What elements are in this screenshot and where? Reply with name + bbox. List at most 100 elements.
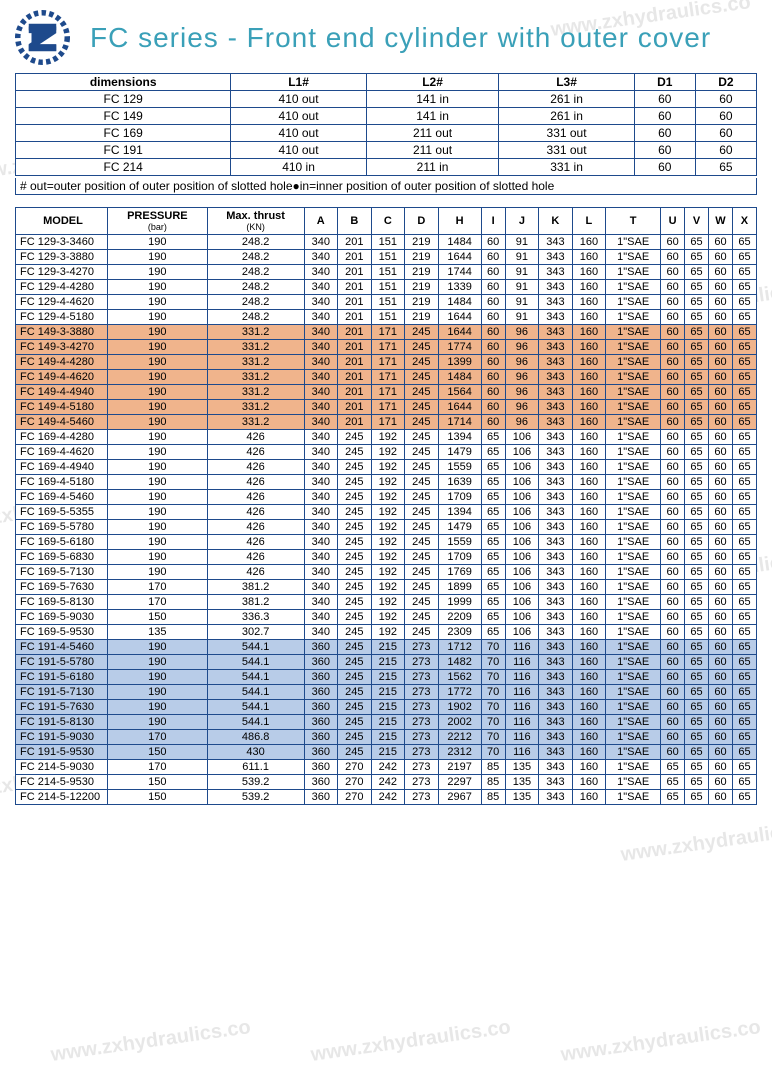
spec-cell: FC 149-3-3880 <box>16 325 108 340</box>
spec-cell: 65 <box>481 550 505 565</box>
spec-row: FC 169-5-8130170381.23402451922451999651… <box>16 595 757 610</box>
spec-cell: 343 <box>539 715 573 730</box>
spec-cell: 106 <box>505 595 539 610</box>
spec-cell: 60 <box>661 400 685 415</box>
table-footnote: # out=outer position of outer position o… <box>15 178 757 195</box>
spec-cell: 60 <box>661 700 685 715</box>
spec-cell: 65 <box>732 310 756 325</box>
spec-cell: 65 <box>732 640 756 655</box>
spec-cell: 160 <box>572 280 606 295</box>
spec-col-header: J <box>505 208 539 235</box>
spec-cell: 245 <box>405 490 439 505</box>
dim-cell: 65 <box>695 159 756 176</box>
spec-cell: FC 129-3-3460 <box>16 235 108 250</box>
spec-cell: 65 <box>732 595 756 610</box>
spec-cell: 192 <box>371 595 405 610</box>
spec-cell: 1714 <box>438 415 481 430</box>
spec-cell: 171 <box>371 415 405 430</box>
spec-cell: FC 169-5-7630 <box>16 580 108 595</box>
spec-cell: 60 <box>661 580 685 595</box>
spec-cell: 190 <box>108 445 208 460</box>
spec-cell: 219 <box>405 235 439 250</box>
dim-cell: 141 in <box>366 91 499 108</box>
spec-cell: 160 <box>572 340 606 355</box>
dim-col-header: dimensions <box>16 74 231 91</box>
spec-cell: 360 <box>304 730 338 745</box>
spec-cell: 65 <box>732 745 756 760</box>
spec-cell: 65 <box>685 685 709 700</box>
spec-row: FC 149-3-4270190331.23402011712451774609… <box>16 340 757 355</box>
spec-cell: 150 <box>108 745 208 760</box>
spec-row: FC 169-5-9530135302.73402451922452309651… <box>16 625 757 640</box>
spec-cell: 340 <box>304 355 338 370</box>
spec-cell: 60 <box>481 265 505 280</box>
spec-cell: 171 <box>371 385 405 400</box>
spec-cell: 343 <box>539 625 573 640</box>
spec-cell: 1"SAE <box>606 475 661 490</box>
spec-cell: FC 191-4-5460 <box>16 640 108 655</box>
spec-cell: 340 <box>304 280 338 295</box>
spec-cell: 273 <box>405 760 439 775</box>
spec-cell: 60 <box>481 325 505 340</box>
spec-cell: 65 <box>732 370 756 385</box>
spec-cell: 60 <box>481 250 505 265</box>
dim-col-header: L2# <box>366 74 499 91</box>
spec-cell: 2309 <box>438 625 481 640</box>
spec-cell: 65 <box>732 715 756 730</box>
spec-cell: 1"SAE <box>606 520 661 535</box>
spec-cell: 1"SAE <box>606 235 661 250</box>
spec-row: FC 129-4-5180190248.23402011512191644609… <box>16 310 757 325</box>
spec-cell: 65 <box>661 790 685 805</box>
spec-cell: 1639 <box>438 475 481 490</box>
spec-col-header: Max. thrust(KN) <box>207 208 304 235</box>
spec-cell: 190 <box>108 505 208 520</box>
spec-cell: FC 149-3-4270 <box>16 340 108 355</box>
spec-cell: 65 <box>732 700 756 715</box>
spec-cell: FC 191-5-9030 <box>16 730 108 745</box>
spec-cell: 192 <box>371 610 405 625</box>
spec-cell: 65 <box>481 610 505 625</box>
spec-cell: 245 <box>405 520 439 535</box>
spec-cell: 343 <box>539 325 573 340</box>
spec-cell: 273 <box>405 745 439 760</box>
spec-cell: 96 <box>505 385 539 400</box>
spec-cell: 70 <box>481 670 505 685</box>
spec-cell: 160 <box>572 250 606 265</box>
spec-cell: 160 <box>572 700 606 715</box>
spec-cell: 245 <box>405 550 439 565</box>
spec-cell: 160 <box>572 430 606 445</box>
spec-cell: 273 <box>405 640 439 655</box>
dim-cell: FC 129 <box>16 91 231 108</box>
spec-cell: 1339 <box>438 280 481 295</box>
dim-cell: 60 <box>634 142 695 159</box>
spec-cell: 65 <box>685 235 709 250</box>
spec-cell: 343 <box>539 340 573 355</box>
dim-cell: 331 out <box>499 142 634 159</box>
spec-cell: 190 <box>108 475 208 490</box>
spec-cell: 190 <box>108 520 208 535</box>
spec-cell: 245 <box>405 580 439 595</box>
spec-row: FC 169-5-7130190426340245192245176965106… <box>16 565 757 580</box>
spec-cell: 65 <box>685 490 709 505</box>
spec-cell: FC 169-5-9030 <box>16 610 108 625</box>
spec-cell: 343 <box>539 760 573 775</box>
spec-cell: 340 <box>304 565 338 580</box>
spec-cell: 65 <box>481 580 505 595</box>
dim-cell: 60 <box>695 91 756 108</box>
spec-cell: 60 <box>661 445 685 460</box>
spec-cell: 360 <box>304 775 338 790</box>
spec-cell: 1999 <box>438 595 481 610</box>
spec-cell: 60 <box>709 760 733 775</box>
spec-cell: 65 <box>685 520 709 535</box>
spec-row: FC 169-4-4940190426340245192245155965106… <box>16 460 757 475</box>
spec-cell: 343 <box>539 565 573 580</box>
spec-cell: 96 <box>505 400 539 415</box>
spec-cell: 192 <box>371 520 405 535</box>
spec-cell: 65 <box>481 565 505 580</box>
spec-cell: 611.1 <box>207 760 304 775</box>
spec-cell: 1772 <box>438 685 481 700</box>
spec-cell: 60 <box>661 415 685 430</box>
dim-cell: FC 191 <box>16 142 231 159</box>
spec-cell: 65 <box>685 430 709 445</box>
spec-cell: FC 129-4-4620 <box>16 295 108 310</box>
